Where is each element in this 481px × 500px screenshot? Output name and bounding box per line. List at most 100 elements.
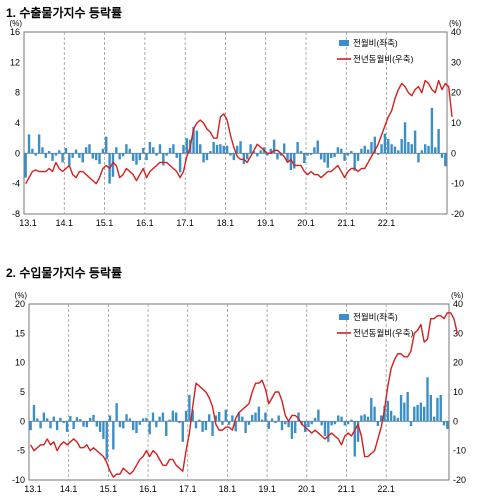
bar xyxy=(237,412,241,422)
bar xyxy=(165,421,168,436)
bar xyxy=(434,147,437,154)
bar xyxy=(350,419,353,422)
plot-frame xyxy=(28,303,450,481)
bar xyxy=(145,153,148,161)
bar xyxy=(249,144,252,154)
bar xyxy=(343,153,346,161)
bar xyxy=(195,130,199,154)
bar xyxy=(353,421,356,457)
bar xyxy=(158,144,162,154)
bar xyxy=(155,153,158,156)
left-tick-label: 15 xyxy=(15,328,25,338)
left-tick-label: 0 xyxy=(20,416,25,426)
bar xyxy=(148,421,151,435)
bar xyxy=(231,415,234,422)
bar xyxy=(232,153,236,161)
left-unit-label: (%) xyxy=(10,19,23,28)
bar xyxy=(337,415,340,422)
left-tick-label: 20 xyxy=(15,299,25,309)
bar xyxy=(208,414,211,422)
bar xyxy=(111,153,115,177)
bar xyxy=(202,153,205,163)
right-tick-label: 30 xyxy=(453,328,463,338)
bar xyxy=(432,416,436,422)
bar xyxy=(267,421,270,429)
bar xyxy=(135,153,138,165)
bar xyxy=(37,134,41,154)
bar xyxy=(198,419,201,422)
x-tick-label: 18.1 xyxy=(217,218,235,228)
bar xyxy=(105,421,108,460)
bar xyxy=(310,421,313,425)
bar xyxy=(326,153,330,168)
bar xyxy=(62,421,65,424)
legend-bar-label: 전월비(좌축) xyxy=(353,312,398,322)
legend-bar-label: 전월비(좌축) xyxy=(353,38,398,48)
bar xyxy=(141,418,145,422)
bar xyxy=(27,134,31,154)
bar xyxy=(125,144,128,154)
bar xyxy=(266,153,269,156)
import-price-chart: 13.1 14.1 15.1 16.1 17.1 18.1 19.1 20.1 21.1 22.1… xyxy=(12,291,466,494)
bar xyxy=(29,421,32,431)
bar xyxy=(309,153,313,155)
bar xyxy=(54,153,58,156)
x-tick-label: 17.1 xyxy=(176,218,194,228)
bar xyxy=(346,421,350,425)
left-tick-label: 8 xyxy=(15,88,20,98)
bar xyxy=(94,153,98,161)
right-tick-label: -20 xyxy=(451,209,464,219)
bar xyxy=(204,421,208,431)
bar xyxy=(417,153,420,163)
bar xyxy=(403,402,406,422)
bar xyxy=(182,144,185,154)
left-tick-label: 4 xyxy=(15,118,20,128)
bar xyxy=(75,417,79,422)
x-tick-label: 20.1 xyxy=(297,218,315,228)
bar xyxy=(282,143,286,154)
bar xyxy=(41,147,44,154)
x-tick-label: 16.1 xyxy=(136,218,154,228)
bar xyxy=(397,150,400,154)
bar xyxy=(329,153,333,158)
bar xyxy=(244,421,247,434)
bar xyxy=(42,412,46,422)
bar xyxy=(380,144,383,154)
bar xyxy=(234,421,237,432)
bar xyxy=(416,404,419,422)
bar xyxy=(32,404,36,422)
bar xyxy=(376,153,380,155)
bar xyxy=(192,126,195,154)
right-tick-label: -10 xyxy=(451,179,464,189)
bar xyxy=(88,144,91,154)
legend-line-label: 전년동월비(우축) xyxy=(353,328,414,338)
bar xyxy=(138,153,142,161)
bar xyxy=(353,153,356,171)
bar xyxy=(47,151,51,154)
left-tick-label: 0 xyxy=(15,148,20,158)
bar xyxy=(211,421,214,436)
bar xyxy=(45,418,49,422)
bar xyxy=(64,148,68,154)
bar xyxy=(158,416,161,422)
bar xyxy=(118,153,121,160)
right-tick-label: 20 xyxy=(451,88,461,98)
bar xyxy=(34,153,37,156)
left-tick-label: -8 xyxy=(12,209,20,219)
bar xyxy=(84,147,88,154)
bar xyxy=(320,421,323,426)
bar xyxy=(235,145,239,154)
bar xyxy=(252,151,256,154)
bar xyxy=(155,421,158,428)
bar xyxy=(270,418,274,422)
bar xyxy=(289,153,293,171)
bar xyxy=(406,392,409,422)
yoy-line xyxy=(30,312,458,478)
bar xyxy=(413,130,417,154)
right-tick-label: 0 xyxy=(453,416,458,426)
x-tick-label: 15.1 xyxy=(96,218,114,228)
bar xyxy=(363,414,366,422)
bar xyxy=(39,421,42,429)
bar xyxy=(356,153,360,161)
bar xyxy=(152,147,155,154)
